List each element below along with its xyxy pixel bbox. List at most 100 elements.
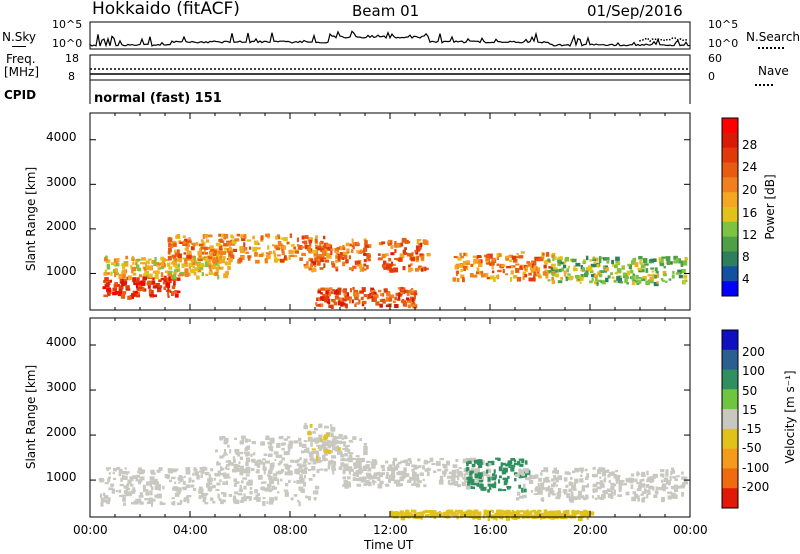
colorbar-segment	[722, 330, 738, 351]
heatmap-cell	[261, 481, 265, 484]
heatmap-cell	[363, 259, 367, 263]
heatmap-cell	[341, 246, 346, 251]
heatmap-cell	[420, 514, 425, 518]
heatmap-cell	[407, 479, 412, 483]
heatmap-cell	[335, 259, 339, 263]
heatmap-cell	[227, 242, 232, 246]
power-cbar-tick-20: 20	[742, 183, 758, 197]
heatmap-cell	[139, 476, 145, 481]
heatmap-cell	[485, 258, 490, 262]
heatmap-cell	[214, 263, 219, 266]
heatmap-cell	[613, 489, 616, 494]
vel-cbar-tick-m100: -100	[742, 461, 770, 475]
heatmap-cell	[403, 287, 406, 290]
heatmap-cell	[136, 277, 140, 283]
heatmap-cell	[681, 269, 686, 274]
heatmap-cell	[376, 472, 379, 476]
heatmap-cell	[505, 509, 511, 514]
heatmap-cell	[399, 289, 402, 292]
heatmap-cell	[331, 465, 336, 470]
heatmap-cell	[452, 514, 457, 517]
heatmap-cell	[352, 245, 355, 250]
heatmap-cell	[528, 474, 533, 479]
heatmap-cell	[615, 475, 620, 478]
heatmap-cell	[160, 272, 164, 278]
heatmap-cell	[387, 242, 391, 246]
heatmap-cell	[453, 469, 457, 475]
heatmap-cell	[383, 288, 388, 293]
heatmap-cell	[191, 479, 195, 483]
heatmap-cell	[377, 477, 381, 481]
nsky-label-underline	[12, 46, 26, 47]
heatmap-cell	[228, 244, 231, 250]
heatmap-cell	[198, 495, 202, 499]
heatmap-cell	[277, 240, 282, 245]
heatmap-cell	[608, 472, 613, 476]
heatmap-cell	[641, 278, 646, 282]
heatmap-cell	[560, 256, 563, 261]
heatmap-cell	[355, 478, 361, 482]
heatmap-cell	[346, 250, 350, 254]
power-ytick-3000: 3000	[46, 175, 77, 189]
heatmap-cell	[631, 496, 637, 502]
heatmap-cell	[262, 501, 266, 506]
heatmap-cell	[563, 261, 566, 265]
heatmap-cell	[187, 253, 192, 257]
power-colorbar	[721, 117, 739, 297]
heatmap-cell	[452, 277, 457, 282]
heatmap-cell	[129, 295, 134, 299]
heatmap-cell	[642, 258, 648, 263]
heatmap-cell	[192, 255, 196, 258]
heatmap-cell	[349, 243, 352, 247]
heatmap-cell	[473, 261, 476, 265]
heatmap-cell	[607, 474, 611, 478]
nsky-label: N.Sky	[2, 30, 37, 44]
heatmap-cell	[216, 269, 219, 273]
heatmap-cell	[309, 248, 312, 253]
heatmap-cell	[657, 273, 660, 278]
heatmap-cell	[319, 423, 323, 428]
heatmap-cell	[121, 470, 126, 475]
heatmap-cell	[596, 264, 600, 268]
heatmap-cell	[646, 470, 649, 476]
heatmap-cell	[131, 266, 136, 272]
heatmap-cell	[401, 238, 407, 243]
heatmap-cell	[333, 301, 338, 306]
heatmap-cell	[569, 481, 572, 486]
heatmap-cell	[266, 501, 269, 504]
heatmap-cell	[233, 483, 237, 487]
heatmap-cell	[330, 424, 333, 427]
heatmap-cell	[367, 258, 371, 262]
heatmap-cell	[363, 238, 367, 241]
heatmap-cell	[613, 279, 617, 283]
heatmap-cell	[336, 445, 339, 450]
heatmap-cell	[489, 486, 492, 490]
heatmap-cell	[191, 242, 196, 246]
heatmap-cell	[275, 454, 279, 458]
heatmap-cell	[448, 471, 454, 475]
heatmap-cell	[619, 479, 623, 483]
heatmap-cell	[518, 473, 523, 479]
heatmap-cell	[531, 260, 534, 264]
heatmap-cell	[516, 460, 521, 466]
heatmap-cell	[293, 480, 296, 483]
heatmap-cell	[551, 254, 556, 258]
heatmap-cell	[182, 486, 187, 490]
heatmap-cell	[339, 254, 343, 260]
heatmap-cell	[574, 275, 580, 279]
heatmap-cell	[367, 294, 371, 299]
heatmap-cell	[252, 247, 256, 251]
heatmap-cell	[557, 280, 563, 284]
colorbar-segment	[722, 428, 738, 450]
heatmap-cell	[203, 492, 209, 495]
heatmap-cell	[670, 485, 675, 490]
heatmap-cell	[434, 512, 440, 516]
heatmap-cell	[319, 267, 324, 270]
heatmap-cell	[226, 270, 229, 276]
heatmap-cell	[324, 259, 330, 263]
heatmap-cell	[150, 486, 154, 491]
heatmap-cell	[545, 513, 548, 517]
heatmap-cell	[209, 256, 215, 260]
heatmap-cell	[405, 510, 410, 514]
heatmap-cell	[646, 493, 649, 499]
